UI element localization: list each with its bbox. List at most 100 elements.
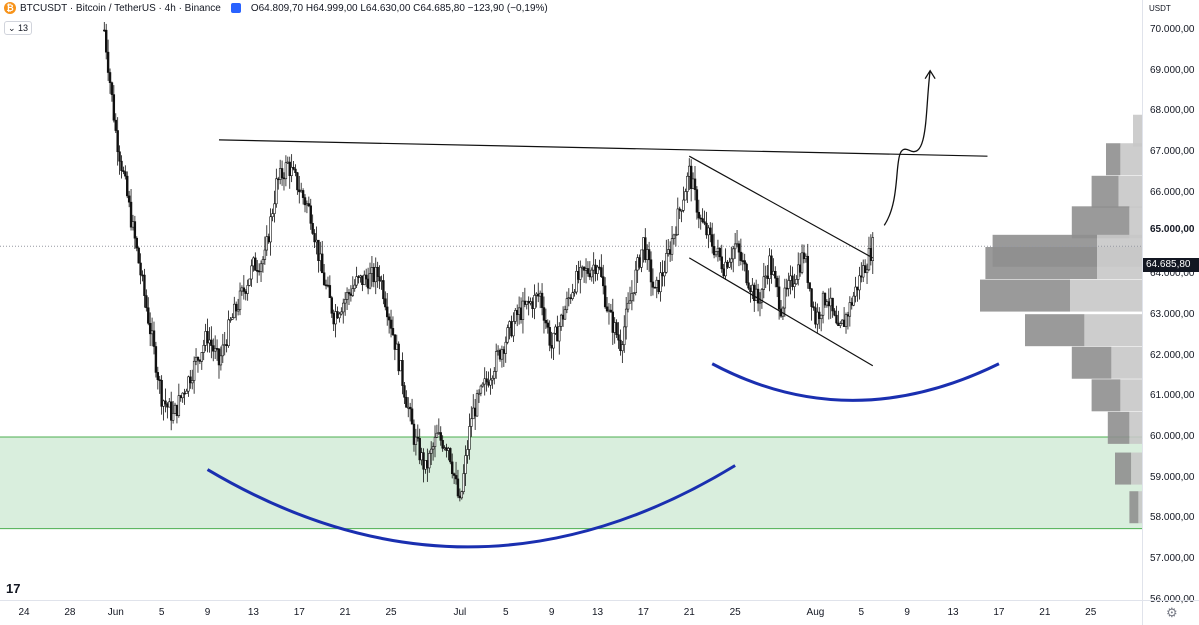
currency-label[interactable]: USDT — [1149, 4, 1171, 13]
time-tick-label: 5 — [158, 607, 165, 618]
symbol-title[interactable]: BTCUSDT · Bitcoin / TetherUS · 4h · Bina… — [20, 2, 221, 14]
candle-body — [502, 349, 506, 354]
candle-body — [336, 311, 339, 319]
candle-body — [229, 319, 232, 321]
candle-body — [456, 478, 460, 497]
price-tick-label: 64.000,00 — [1150, 268, 1195, 280]
candle-body — [298, 189, 301, 193]
candle-body — [462, 473, 465, 492]
time-axis[interactable]: 24 28 Jun 5 9 13 17 21 25 Jul 5 9 13 17 21 25 Aug 5 9 13 17 2… — [0, 600, 1142, 625]
candle-body — [408, 406, 412, 410]
candle-body — [273, 203, 276, 214]
candle-body — [722, 268, 725, 277]
candle-body — [691, 178, 695, 189]
candle-body — [127, 195, 131, 203]
candle-body — [321, 253, 324, 274]
candle-body — [816, 311, 819, 325]
price-tick-label: 60.000,00 — [1150, 431, 1195, 442]
candle-body — [257, 270, 261, 273]
candle-body — [466, 449, 469, 456]
candle-body — [256, 270, 259, 272]
candle-body — [548, 327, 551, 346]
chart-area[interactable] — [0, 0, 1142, 600]
candle-body — [525, 300, 528, 305]
time-tick-label: 21 — [339, 607, 351, 618]
candle-body — [470, 418, 473, 427]
candle-body — [212, 345, 215, 352]
candle-body — [364, 274, 368, 280]
candle-body — [451, 461, 454, 475]
candle-body — [334, 311, 337, 325]
candle-body — [846, 314, 850, 317]
volume-profile-bar-light — [1129, 206, 1142, 239]
candle-body — [133, 221, 137, 239]
candle-body — [732, 248, 735, 260]
candle-body — [810, 288, 813, 307]
candle-body — [361, 275, 364, 286]
candle-body — [345, 292, 349, 300]
candle-body — [661, 272, 664, 277]
candle-body — [108, 72, 112, 83]
candle-body — [626, 302, 630, 310]
candle-body — [106, 51, 110, 73]
candle-body — [307, 203, 311, 207]
candle-body — [315, 239, 318, 243]
price-axis[interactable] — [1142, 0, 1199, 600]
volume-profile-bar-dark — [1071, 346, 1112, 379]
candle-body — [135, 237, 138, 249]
collapse-legend-button[interactable]: ⌄ 13 — [4, 21, 33, 35]
candle-body — [355, 276, 358, 286]
candle-body — [152, 330, 156, 347]
candle-body — [246, 285, 249, 294]
candle-body — [724, 261, 727, 277]
candle-body — [651, 281, 655, 288]
volume-profile-bar-dark — [1071, 206, 1130, 239]
candle-body — [741, 260, 744, 262]
price-chart[interactable] — [0, 0, 1142, 600]
tradingview-logo[interactable]: 17 — [6, 581, 21, 596]
candle-body — [179, 395, 182, 399]
candle-body — [827, 301, 831, 307]
candle-body — [705, 222, 708, 236]
candle-body — [452, 473, 456, 476]
candle-body — [573, 291, 576, 294]
candle-body — [441, 440, 444, 449]
candle-body — [221, 344, 225, 357]
candle-body — [275, 178, 278, 205]
price-tick-label: 59.000,00 — [1150, 471, 1195, 483]
candle-body — [468, 426, 471, 450]
candle-body — [139, 262, 142, 276]
candle-body — [860, 275, 863, 278]
volume-profile-bar-light — [1070, 279, 1142, 312]
volume-profile-bar-dark — [985, 247, 1097, 280]
candle-body — [611, 311, 614, 333]
time-tick-label: 5 — [502, 607, 509, 618]
candle-body — [317, 239, 320, 261]
support-zone — [0, 437, 1142, 529]
candle-body — [695, 189, 699, 213]
candle-body — [250, 265, 253, 280]
candle-body — [491, 377, 494, 381]
time-tick-label: 9 — [548, 607, 555, 618]
settings-gear-icon[interactable]: ⚙ — [1166, 605, 1178, 620]
candle-body — [808, 282, 811, 289]
price-tick-label: 66.000,00 — [1150, 186, 1195, 198]
candle-body — [818, 311, 821, 320]
candle-body — [634, 269, 637, 293]
volume-profile-bar-dark — [980, 279, 1070, 312]
projection-arrowhead — [924, 69, 936, 80]
candle-body — [699, 217, 702, 220]
candle-body — [208, 339, 211, 344]
candle-body — [191, 380, 194, 384]
candle-body — [504, 341, 507, 354]
candle-body — [603, 285, 607, 308]
candle-body — [552, 332, 555, 349]
candle-body — [678, 208, 681, 211]
candle-body — [852, 295, 855, 306]
candle-body — [825, 301, 829, 306]
candle-body — [238, 290, 242, 310]
candle-body — [590, 269, 593, 278]
candle-body — [374, 266, 377, 283]
volume-profile-bar-light — [1120, 379, 1142, 412]
candle-body — [156, 372, 160, 381]
